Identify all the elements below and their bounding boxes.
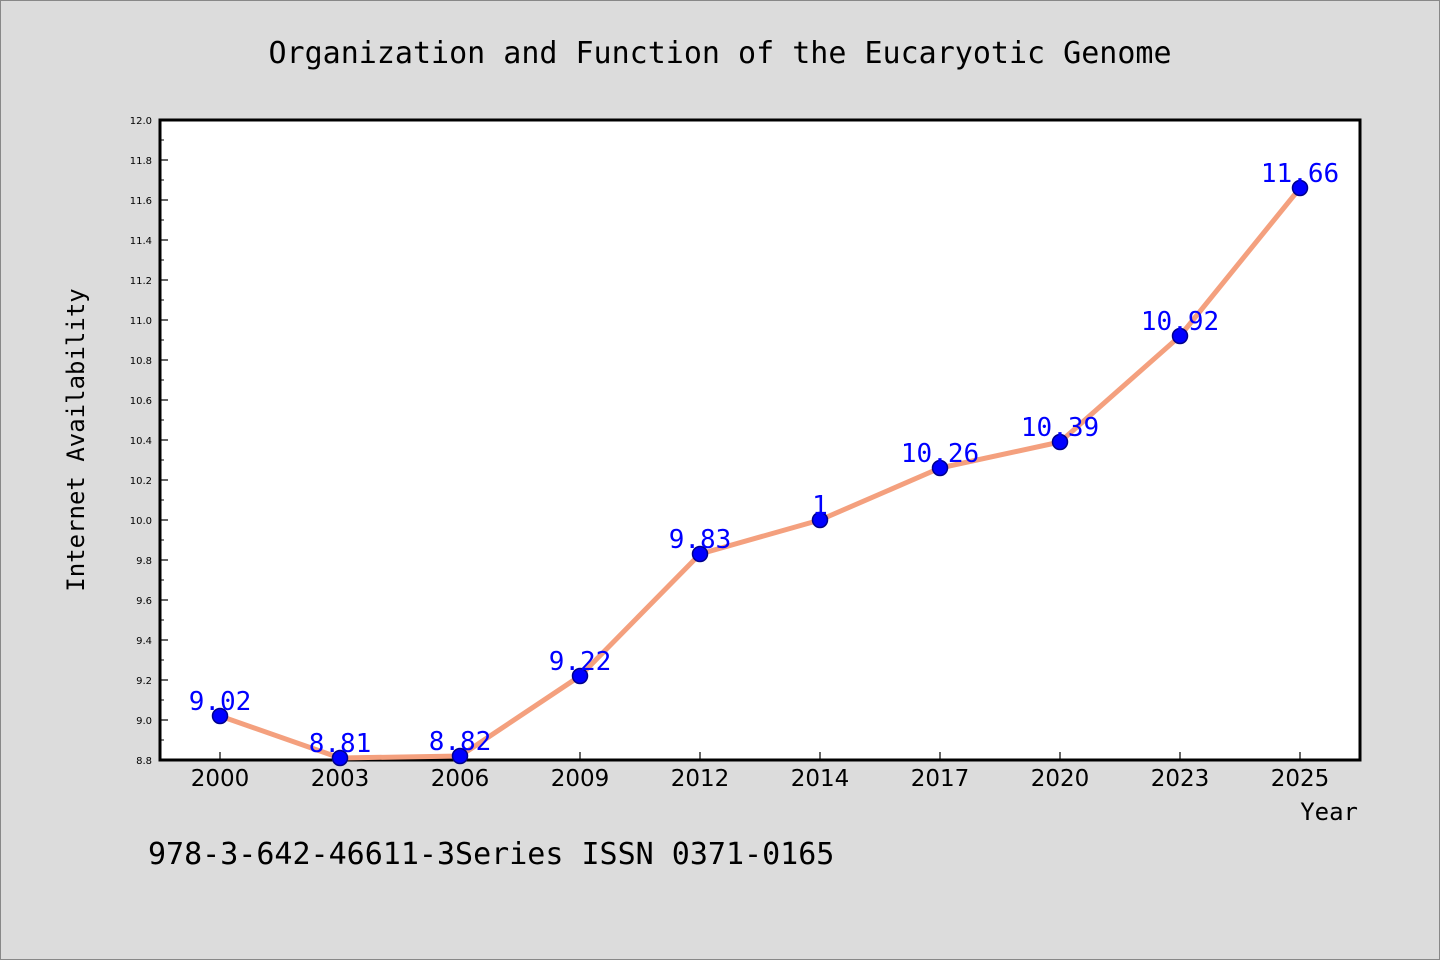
data-label: 10.39	[1021, 413, 1099, 443]
data-point	[211, 707, 229, 725]
x-tick-label: 2025	[1271, 766, 1330, 792]
data-label: 9.22	[549, 647, 612, 677]
data-point	[331, 749, 349, 767]
y-tick-label: 12.0	[130, 116, 152, 127]
data-label: 8.81	[309, 729, 372, 759]
x-axis: 2000 2003 2006 2009 2012 2014 2017 2020 2023 2025	[191, 752, 1330, 792]
x-axis-label: Year	[1300, 798, 1358, 826]
data-point	[571, 667, 589, 685]
y-tick-label: 11.8	[130, 156, 152, 167]
x-tick-label: 2012	[671, 766, 730, 792]
data-label: 9.02	[189, 687, 252, 717]
x-tick-label: 2023	[1151, 766, 1210, 792]
x-tick-label: 2003	[311, 766, 370, 792]
data-point	[931, 459, 949, 477]
series-line	[217, 185, 1303, 761]
y-tick-label: 9.0	[136, 716, 152, 727]
x-tick-label: 2020	[1031, 766, 1090, 792]
y-tick-label: 9.2	[136, 676, 152, 687]
data-point	[691, 545, 709, 563]
x-tick-label: 2009	[551, 766, 610, 792]
y-axis: 8.8 9.0 9.2 9.4 9.6 9.8 10.0 10.2 10.4 10.6 10.8 11…	[130, 116, 168, 767]
data-point	[1291, 179, 1309, 197]
y-tick-label: 10.4	[130, 436, 152, 447]
y-tick-label: 11.4	[130, 236, 152, 247]
data-label: 10.92	[1141, 307, 1219, 337]
y-tick-label: 8.8	[136, 756, 152, 767]
data-point	[451, 747, 469, 765]
footer-isbn-issn: 978-3-642-46611-3Series ISSN 0371-0165	[148, 837, 834, 872]
y-tick-label: 10.2	[130, 476, 152, 487]
y-tick-label: 9.4	[136, 636, 152, 647]
data-label: 10.26	[901, 439, 979, 469]
y-tick-label: 11.0	[130, 316, 152, 327]
y-tick-label: 9.6	[136, 596, 152, 607]
data-label-layer: 9.02 8.81 8.82 9.22 9.83 1 10.26 10.39 10.92 11.6…	[189, 159, 1339, 759]
x-tick-label: 2017	[911, 766, 970, 792]
y-tick-label: 9.8	[136, 556, 152, 567]
data-label: 1	[812, 491, 828, 521]
data-point	[1051, 433, 1069, 451]
y-tick-label: 11.2	[130, 276, 152, 287]
y-tick-label: 10.0	[130, 516, 152, 527]
x-tick-label: 2000	[191, 766, 250, 792]
marker-layer	[211, 179, 1309, 767]
data-label: 11.66	[1261, 159, 1339, 189]
y-tick-label: 10.8	[130, 356, 152, 367]
y-axis-label: Internet Availability	[62, 288, 90, 591]
data-label: 8.82	[429, 727, 492, 757]
y-tick-label: 10.6	[130, 396, 152, 407]
data-label: 9.83	[669, 525, 732, 555]
x-tick-label: 2014	[791, 766, 850, 792]
data-point	[811, 511, 829, 529]
y-tick-label: 11.6	[130, 196, 152, 207]
series-layer	[217, 185, 1303, 761]
chart-title: Organization and Function of the Eucaryo…	[268, 36, 1171, 71]
plot-area	[158, 118, 1362, 762]
x-tick-label: 2006	[431, 766, 490, 792]
data-point	[1171, 327, 1189, 345]
